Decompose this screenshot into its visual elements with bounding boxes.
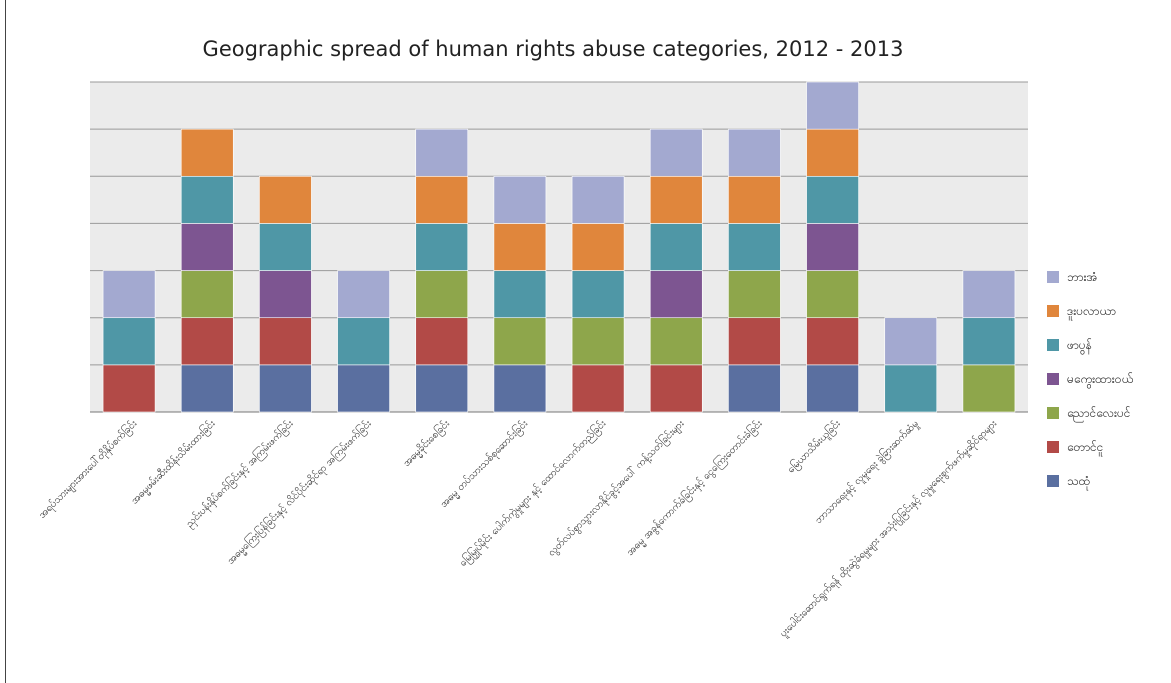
bar-segment bbox=[259, 223, 312, 271]
legend-label: ဘားအံ bbox=[1067, 270, 1098, 284]
bar-segment bbox=[571, 270, 625, 319]
x-tick-label: မြေယာသိမ်းယူခြင်း bbox=[783, 416, 844, 477]
bar-segment bbox=[649, 364, 703, 413]
x-tick-label: အဓမ္မဖမ်းဆီးထိန်းသိမ်းထားခြင်း bbox=[127, 416, 219, 508]
bar-segment bbox=[884, 364, 938, 413]
bar-segment bbox=[337, 270, 390, 319]
bar-segment bbox=[493, 317, 547, 366]
bar-segment bbox=[728, 364, 781, 413]
bar-segment bbox=[493, 364, 547, 413]
legend-swatch bbox=[1047, 305, 1059, 317]
bar-segment bbox=[806, 175, 859, 224]
bar-segment bbox=[571, 223, 625, 271]
bar-segment bbox=[415, 175, 469, 224]
bar-segment bbox=[806, 317, 859, 366]
bar-segment bbox=[728, 175, 781, 224]
legend-label: ဒူးပလာယာ bbox=[1067, 304, 1116, 321]
bar-segment bbox=[806, 128, 859, 177]
plot-area bbox=[90, 81, 1028, 413]
frame-left-border bbox=[5, 0, 6, 683]
bar-segment bbox=[415, 364, 469, 413]
bar-segment bbox=[259, 270, 312, 319]
bar-segment bbox=[884, 317, 938, 366]
bar-segment bbox=[337, 364, 390, 413]
bar-segment bbox=[180, 317, 234, 366]
x-tick-label: အရပ်သားများအားပေါ်တိုနှိပ်စက်ခြင်း bbox=[35, 416, 141, 522]
x-axis-tick-labels: အရပ်သားများအားပေါ်တိုနှိပ်စက်ခြင်းအဓမ္မဖ… bbox=[35, 416, 1001, 641]
bar-segment bbox=[180, 175, 234, 224]
legend-item: ဖာပွန် bbox=[1047, 337, 1092, 355]
bar-segment bbox=[259, 175, 312, 224]
bar-segment bbox=[571, 175, 625, 224]
bar-segment bbox=[806, 223, 859, 271]
legend-item: ဘားအံ bbox=[1047, 270, 1098, 284]
bar-segment bbox=[102, 270, 156, 319]
bar-segment bbox=[649, 270, 703, 319]
bar-segment bbox=[259, 364, 312, 413]
bar-segment bbox=[415, 270, 469, 319]
legend-swatch bbox=[1047, 373, 1059, 385]
bar-segment bbox=[728, 317, 781, 366]
bar-segment bbox=[102, 364, 156, 413]
bar-segment bbox=[180, 270, 234, 319]
bar-segment bbox=[415, 317, 469, 366]
x-tick-label: လွတ်လပ်စွာသွားလာနိုင်ခွင့်အပေါ် ကန့်သတ်ခ… bbox=[544, 416, 688, 560]
legend-item: ညောင်လေးပင် bbox=[1047, 405, 1131, 423]
legend-swatch bbox=[1047, 441, 1059, 453]
bar-segment bbox=[962, 364, 1016, 413]
bar-segment bbox=[728, 128, 781, 177]
bar-segment bbox=[962, 317, 1016, 366]
bar-segment bbox=[493, 223, 547, 271]
bar-segment bbox=[102, 317, 156, 366]
legend-label: တောင်ငူ bbox=[1067, 439, 1103, 457]
plot-background bbox=[90, 82, 1028, 412]
bar-segment bbox=[806, 270, 859, 319]
bar-segment bbox=[728, 223, 781, 271]
legend-label: ညောင်လေးပင် bbox=[1067, 405, 1131, 423]
bar-segment bbox=[180, 128, 234, 177]
legend-item: မကွေးထားဝယ် bbox=[1047, 371, 1133, 389]
legend-label: သထုံ bbox=[1067, 474, 1090, 491]
bar-segment bbox=[728, 270, 781, 319]
bar-segment bbox=[571, 317, 625, 366]
bar-segment bbox=[493, 175, 547, 224]
legend-label: မကွေးထားဝယ် bbox=[1067, 371, 1133, 389]
legend-label: ဖာပွန် bbox=[1067, 337, 1092, 355]
bar-segment bbox=[180, 364, 234, 413]
bar-segment bbox=[571, 364, 625, 413]
legend-item: တောင်ငူ bbox=[1047, 439, 1103, 457]
bar-segment bbox=[962, 270, 1016, 319]
bar-segment bbox=[806, 364, 859, 413]
bar-segment bbox=[415, 128, 469, 177]
x-tick-label: အဓမ္မခိုင်းစေခြင်း bbox=[399, 416, 454, 471]
bar-segment bbox=[493, 270, 547, 319]
legend: ဘားအံဒူးပလာယာဖာပွန်မကွေးထားဝယ်ညောင်လေးပင… bbox=[1047, 270, 1133, 491]
legend-swatch bbox=[1047, 407, 1059, 419]
bar-segment bbox=[337, 317, 390, 366]
bar-segment bbox=[649, 317, 703, 366]
bar-segment bbox=[180, 223, 234, 271]
legend-item: သထုံ bbox=[1047, 474, 1090, 491]
bar-segment bbox=[415, 223, 469, 271]
bar-segment bbox=[649, 128, 703, 177]
legend-swatch bbox=[1047, 339, 1059, 351]
bar-segment bbox=[259, 317, 312, 366]
legend-item: ဒူးပလာယာ bbox=[1047, 304, 1116, 321]
bar-segment bbox=[649, 223, 703, 271]
x-tick-label: အဓမ္မ တပ်သားသစ်စုဆောင်းခြင်း bbox=[436, 416, 532, 512]
legend-swatch bbox=[1047, 475, 1059, 487]
bar-segment bbox=[649, 175, 703, 224]
chart-title: Geographic spread of human rights abuse … bbox=[203, 37, 904, 61]
x-tick-label: အဓမ္မကြေးပြန်ခြင်းနှင့် လိင်ပိုင်းဆိုင်ရ… bbox=[223, 416, 375, 568]
x-tick-label: မြေမြှုပ်မိုင်း ပေါက်ကွဲမှုများ နှင့် ထေ… bbox=[456, 416, 610, 570]
bar-segment bbox=[806, 81, 859, 130]
legend-swatch bbox=[1047, 271, 1059, 283]
x-tick-label: အဓမ္မ အခွန်ကောက်ခံခြင်းနှင့် ငွေကြေးတောင… bbox=[623, 416, 767, 560]
